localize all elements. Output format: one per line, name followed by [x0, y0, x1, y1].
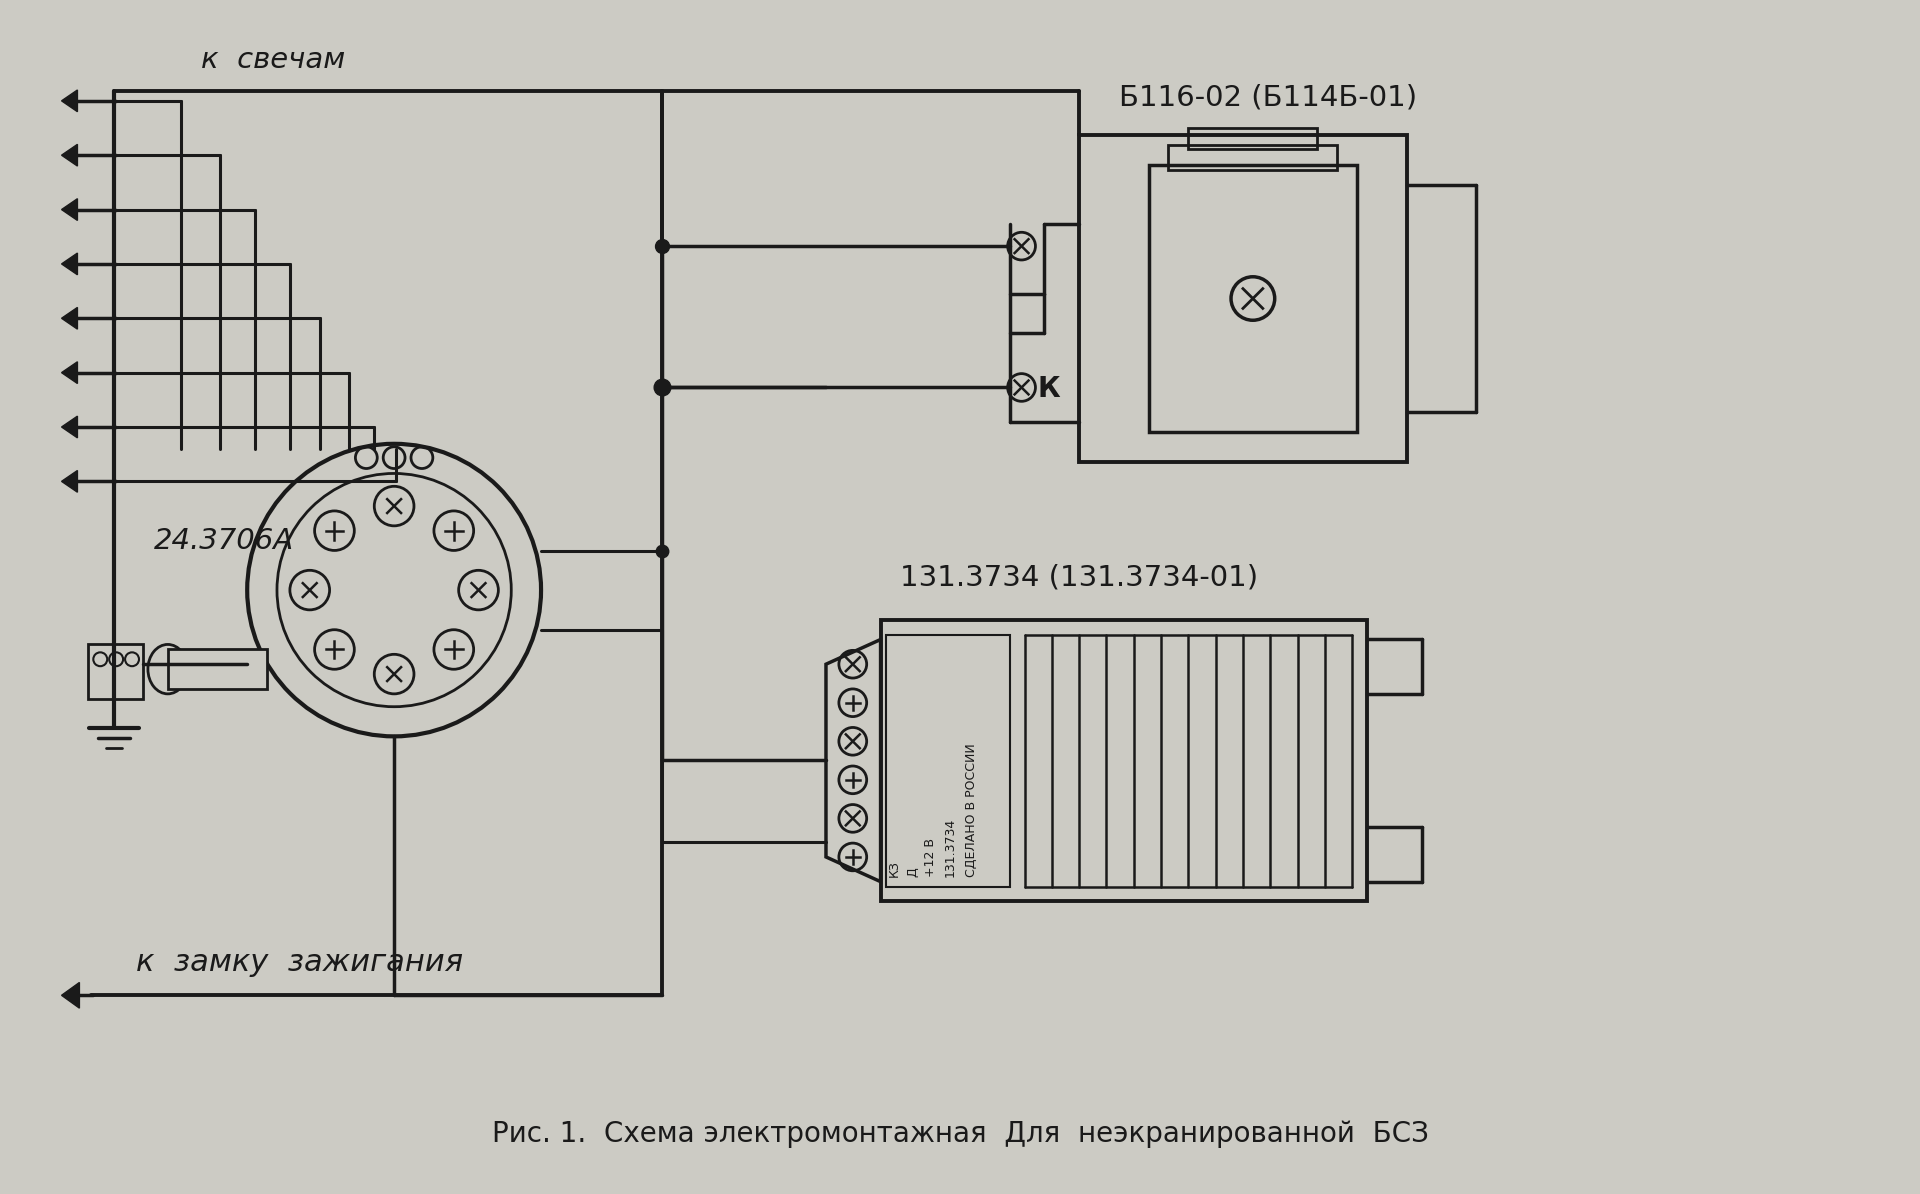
Bar: [885, 634, 1010, 887]
Polygon shape: [61, 307, 77, 330]
Text: Рис. 1.  Схема электромонтажная  Для  неэкранированной  БСЗ: Рис. 1. Схема электромонтажная Для неэкр…: [492, 1120, 1428, 1147]
Text: к  замку  зажигания: к замку зажигания: [136, 948, 463, 977]
Text: 131.3734 (131.3734-01): 131.3734 (131.3734-01): [900, 564, 1258, 591]
Text: КЗ: КЗ: [887, 860, 900, 876]
Polygon shape: [61, 90, 77, 112]
Text: СДЕЛАНО В РОССИИ: СДЕЛАНО В РОССИИ: [966, 743, 979, 876]
Bar: [1148, 165, 1357, 432]
Text: к  свечам: к свечам: [200, 47, 346, 74]
Polygon shape: [61, 253, 77, 275]
Polygon shape: [61, 198, 77, 221]
Polygon shape: [61, 144, 77, 166]
Polygon shape: [61, 417, 77, 438]
Bar: [1188, 128, 1317, 149]
Polygon shape: [61, 362, 77, 383]
Text: Б116-02 (Б114Б-01): Б116-02 (Б114Б-01): [1119, 84, 1417, 112]
Bar: [881, 620, 1367, 901]
Bar: [1079, 135, 1407, 462]
Text: 131.3734: 131.3734: [943, 818, 956, 876]
Text: Д: Д: [906, 867, 920, 876]
Polygon shape: [61, 470, 77, 492]
Text: +12 В: +12 В: [924, 838, 937, 876]
Polygon shape: [826, 640, 881, 881]
Bar: [88, 645, 142, 698]
Bar: [167, 650, 267, 689]
Text: К: К: [1037, 375, 1060, 404]
Ellipse shape: [148, 645, 188, 694]
Polygon shape: [61, 983, 79, 1008]
Text: 24.3706А: 24.3706А: [154, 527, 294, 554]
Bar: [1169, 146, 1336, 170]
